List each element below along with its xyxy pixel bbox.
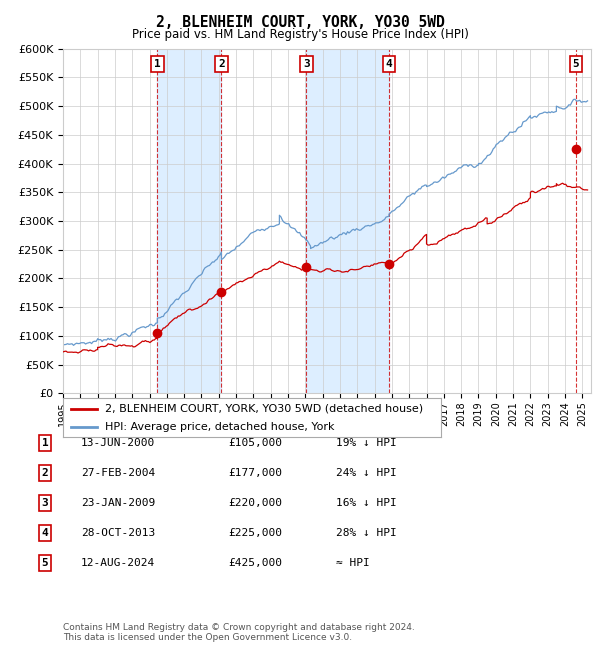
Text: 3: 3: [303, 59, 310, 70]
Text: 24% ↓ HPI: 24% ↓ HPI: [336, 468, 397, 478]
Text: 16% ↓ HPI: 16% ↓ HPI: [336, 498, 397, 508]
Text: £425,000: £425,000: [228, 558, 282, 568]
Text: 19% ↓ HPI: 19% ↓ HPI: [336, 438, 397, 448]
Text: 4: 4: [41, 528, 49, 538]
Text: £220,000: £220,000: [228, 498, 282, 508]
Text: 5: 5: [572, 59, 579, 70]
Text: 28% ↓ HPI: 28% ↓ HPI: [336, 528, 397, 538]
Bar: [307, 49, 389, 393]
Text: £177,000: £177,000: [228, 468, 282, 478]
Text: 13-JUN-2000: 13-JUN-2000: [81, 438, 155, 448]
Text: Contains HM Land Registry data © Crown copyright and database right 2024.: Contains HM Land Registry data © Crown c…: [63, 623, 415, 632]
Text: 5: 5: [41, 558, 49, 568]
Text: 1: 1: [41, 438, 49, 448]
Bar: [157, 49, 221, 393]
Text: £105,000: £105,000: [228, 438, 282, 448]
Text: 1: 1: [154, 59, 161, 70]
Text: 27-FEB-2004: 27-FEB-2004: [81, 468, 155, 478]
Text: £225,000: £225,000: [228, 528, 282, 538]
Text: This data is licensed under the Open Government Licence v3.0.: This data is licensed under the Open Gov…: [63, 633, 352, 642]
Text: 12-AUG-2024: 12-AUG-2024: [81, 558, 155, 568]
Text: 2: 2: [218, 59, 225, 70]
Text: 23-JAN-2009: 23-JAN-2009: [81, 498, 155, 508]
Text: 28-OCT-2013: 28-OCT-2013: [81, 528, 155, 538]
Text: 3: 3: [41, 498, 49, 508]
Text: ≈ HPI: ≈ HPI: [336, 558, 370, 568]
Text: 2, BLENHEIM COURT, YORK, YO30 5WD: 2, BLENHEIM COURT, YORK, YO30 5WD: [155, 15, 445, 30]
Text: 2: 2: [41, 468, 49, 478]
Text: 2, BLENHEIM COURT, YORK, YO30 5WD (detached house): 2, BLENHEIM COURT, YORK, YO30 5WD (detac…: [104, 404, 423, 413]
Text: 4: 4: [386, 59, 392, 70]
Text: HPI: Average price, detached house, York: HPI: Average price, detached house, York: [104, 422, 334, 432]
Text: Price paid vs. HM Land Registry's House Price Index (HPI): Price paid vs. HM Land Registry's House …: [131, 28, 469, 41]
